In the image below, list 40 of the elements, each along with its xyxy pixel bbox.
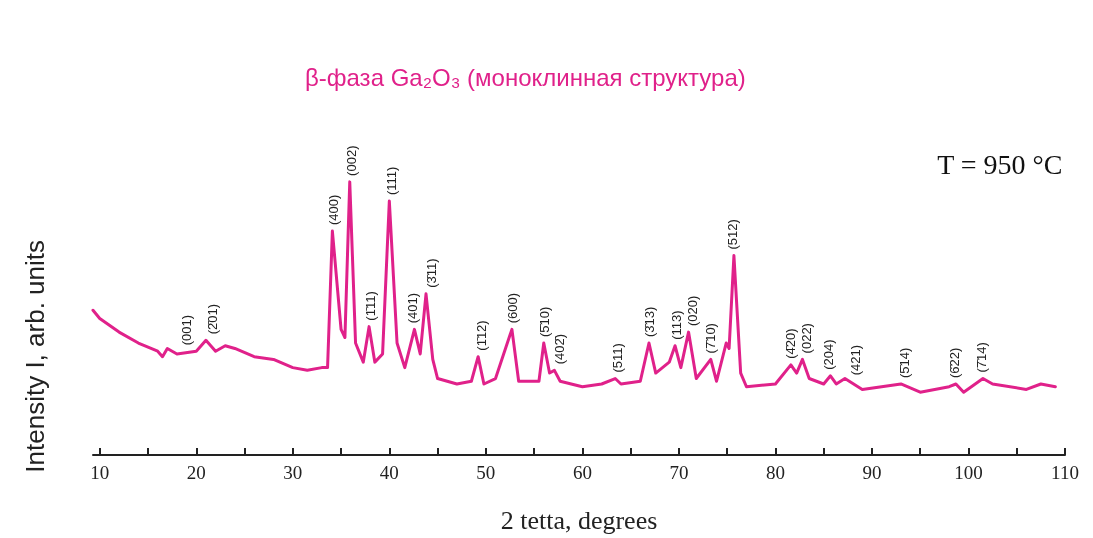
- annotation: (3̄13): [642, 306, 658, 338]
- x-tick-label: 10: [90, 462, 110, 483]
- annotation: (020): [684, 295, 700, 327]
- annotation: (600): [505, 293, 521, 324]
- text: T = 950 °C: [937, 148, 1063, 180]
- x-tick-label: 40: [379, 462, 399, 483]
- annotation: (002): [344, 145, 360, 176]
- annotation: (4̄20): [783, 328, 799, 359]
- annotation: (511): [609, 343, 625, 373]
- annotation: (402̄): [551, 333, 567, 365]
- chart-title: β-фаза Ga₂O₃ (моноклинная структура): [305, 63, 746, 91]
- x-tick-label: 20: [186, 462, 206, 483]
- annotation: (1̄12): [473, 320, 489, 351]
- x-tick-label: 50: [476, 462, 496, 483]
- x-tick-label: 30: [283, 462, 303, 483]
- annotation: (5̄14): [897, 347, 913, 378]
- annotation: (7̄10): [703, 323, 719, 354]
- annotation: (2̄01): [205, 303, 221, 335]
- annotation: (022): [798, 323, 814, 354]
- annotation: (1̄11): [363, 291, 379, 321]
- x-tick-label: 90: [862, 462, 882, 483]
- x-axis-title: 2 tetta, degrees: [500, 505, 658, 535]
- x-tick-label: 100: [954, 462, 983, 483]
- annotation: (6̄22): [947, 347, 963, 378]
- annotation: (7̄14): [974, 342, 990, 373]
- annotation: (512): [725, 219, 741, 250]
- y-axis-title: Intensity I, arb. units: [20, 240, 50, 473]
- annotation: (204): [821, 339, 837, 370]
- annotation: (400): [325, 194, 341, 226]
- x-tick-label: 110: [1051, 462, 1079, 483]
- annotation: (421): [848, 344, 864, 376]
- annotation: (001): [179, 314, 195, 346]
- x-tick-label: 80: [765, 462, 785, 483]
- annotation: (401): [405, 293, 420, 324]
- annotation: (3̄11): [424, 258, 440, 288]
- annotation: (113): [669, 310, 685, 340]
- annotation: (111): [383, 166, 399, 195]
- annotation: (5̄10): [537, 306, 553, 338]
- x-tick-label: 70: [669, 462, 689, 483]
- x-tick-label: 60: [572, 462, 592, 483]
